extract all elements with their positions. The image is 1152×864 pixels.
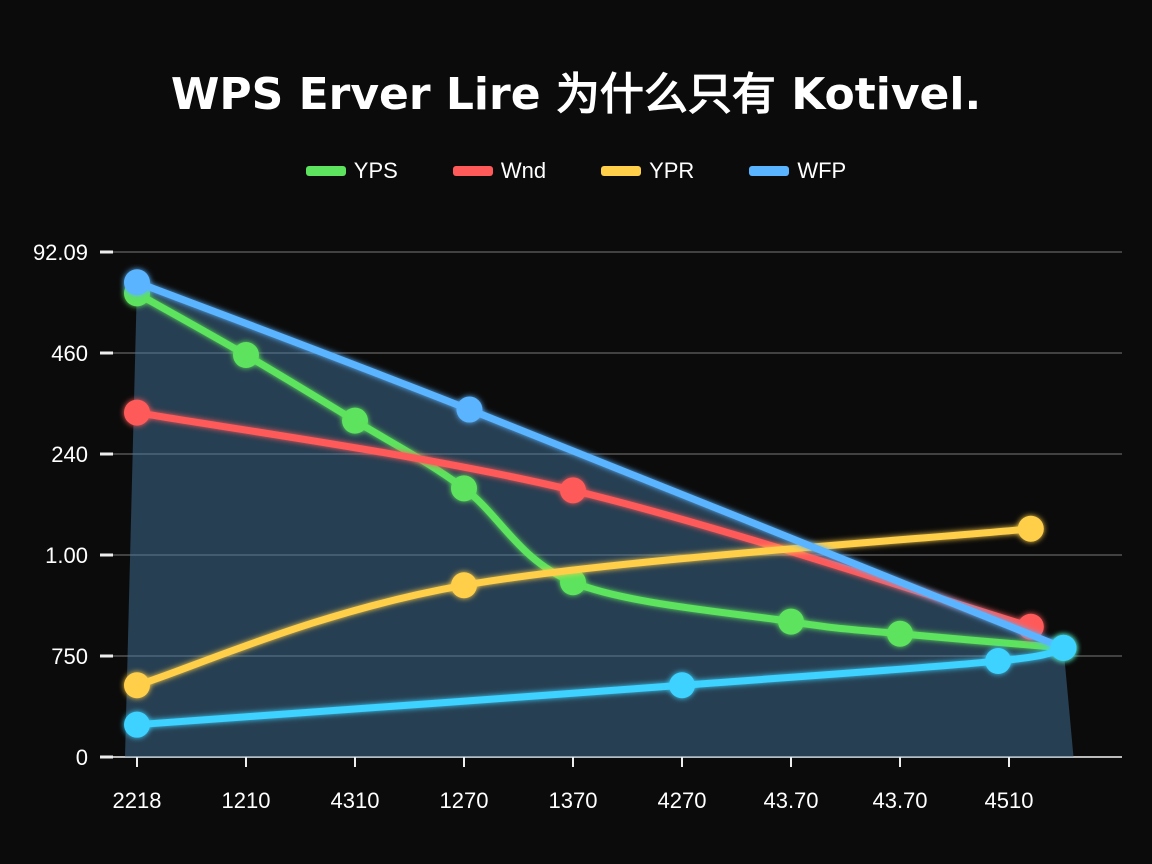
- x-tick-label: 4270: [658, 788, 707, 813]
- data-point: [124, 269, 150, 296]
- x-tick-label: 1210: [222, 788, 271, 813]
- y-tick-label: 460: [51, 341, 88, 366]
- data-point: [1017, 515, 1044, 542]
- series-line: [133, 278, 1067, 652]
- data-point: [778, 608, 804, 635]
- series-line: [133, 525, 1035, 689]
- data-point: [124, 711, 150, 738]
- x-tick-label: 43.70: [872, 788, 927, 813]
- x-tick-label: 4510: [985, 788, 1034, 813]
- data-point: [887, 620, 913, 647]
- data-point: [233, 342, 259, 369]
- area-fill: [125, 282, 1074, 757]
- x-tick-label: 4310: [331, 788, 380, 813]
- data-point: [1050, 634, 1077, 661]
- legend-label: YPR: [649, 158, 695, 183]
- data-point: [124, 399, 150, 426]
- legend-item: WFP: [749, 158, 846, 184]
- y-tick-label: 1.00: [45, 543, 88, 568]
- chart-title: WPS Erver Lire 为什么只有 Kotivel.: [170, 69, 982, 120]
- legend-item: Wnd: [452, 158, 547, 184]
- y-tick-label: 92.09: [33, 240, 88, 265]
- data-point: [451, 572, 477, 599]
- data-point: [985, 648, 1012, 675]
- series-line: [133, 644, 1067, 729]
- data-point: [124, 672, 150, 699]
- legend-item: YPS: [305, 158, 398, 184]
- x-tick-label: 1270: [440, 788, 489, 813]
- legend-label: Wnd: [500, 158, 547, 183]
- legend-item: YPR: [601, 158, 694, 184]
- legend: YPS Wnd YPR WFP: [0, 158, 1152, 184]
- data-point: [669, 672, 695, 699]
- x-tick-label: 1370: [549, 788, 598, 813]
- legend-swatch: [749, 166, 790, 176]
- data-point: [456, 396, 483, 423]
- x-tick-label: 2218: [113, 788, 162, 813]
- legend-swatch: [305, 166, 346, 176]
- legend-label: WFP: [797, 158, 847, 183]
- x-tick-label: 43.70: [763, 788, 818, 813]
- legend-swatch: [601, 166, 642, 176]
- legend-swatch: [452, 166, 493, 176]
- data-point: [342, 407, 368, 434]
- data-point: [451, 475, 477, 502]
- y-tick-label: 0: [76, 745, 88, 770]
- data-point: [560, 569, 586, 596]
- y-tick-label: 240: [51, 442, 88, 467]
- data-point: [560, 477, 586, 504]
- y-tick-label: 750: [51, 644, 88, 669]
- legend-label: YPS: [353, 158, 398, 183]
